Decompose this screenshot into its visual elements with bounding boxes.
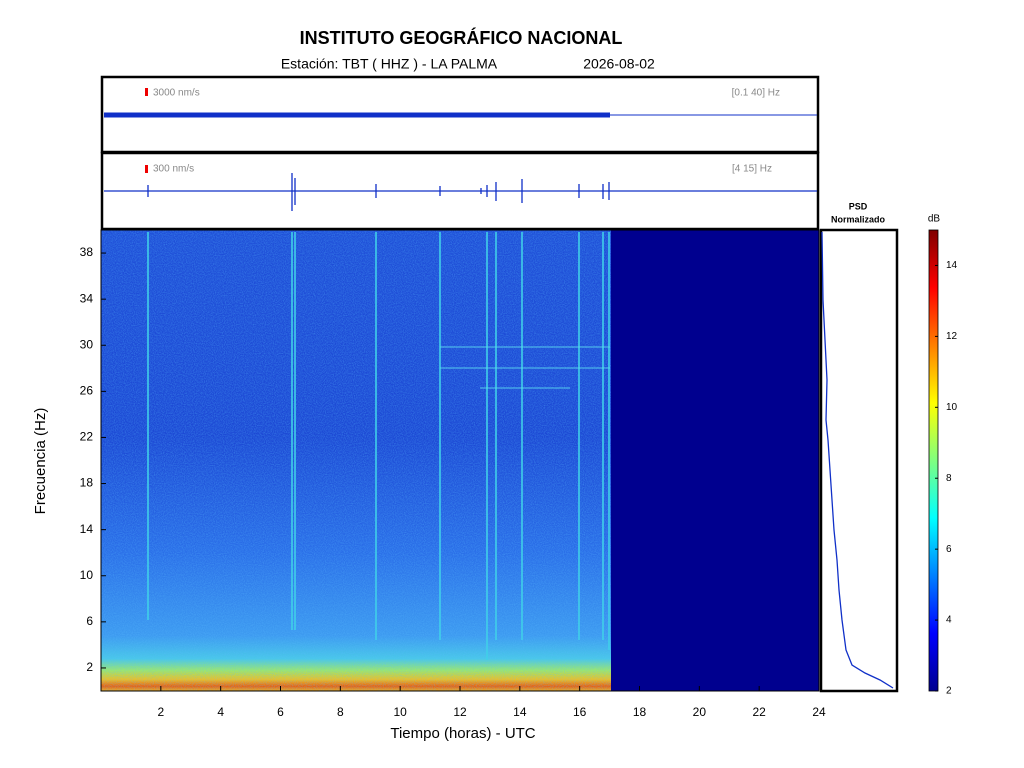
event-line	[147, 232, 610, 660]
x-tick-label: 14	[513, 705, 527, 719]
y-tick-label: 14	[80, 522, 94, 536]
y-tick-label: 18	[80, 476, 94, 490]
trace-band: [0.1 40] Hz	[732, 88, 780, 99]
x-tick-label: 10	[393, 705, 407, 719]
x-tick-label: 8	[337, 705, 344, 719]
date: 2026-08-02	[583, 56, 655, 72]
psd-title: PSD	[849, 201, 868, 211]
colorbar-tick-label: 12	[946, 331, 958, 342]
trace	[104, 112, 610, 118]
y-tick-label: 6	[86, 614, 93, 628]
x-tick-label: 6	[277, 705, 284, 719]
psd-curve	[821, 231, 894, 689]
x-tick-label: 24	[812, 705, 826, 719]
y-tick-label: 10	[80, 568, 94, 582]
x-tick-label: 20	[693, 705, 707, 719]
x-axis-label: Tiempo (horas) - UTC	[390, 725, 535, 742]
y-tick-label: 34	[80, 291, 94, 305]
colorbar	[928, 229, 939, 692]
scale-bar	[145, 88, 148, 96]
colorbar-tick-label: 2	[946, 686, 952, 697]
station: Estación: TBT ( HHZ ) - LA PALMA	[281, 56, 498, 72]
colorbar-tick-label: 10	[946, 402, 958, 413]
colorbar-tick-label: 8	[946, 473, 952, 484]
trace-scale: 3000 nm/s	[153, 88, 200, 99]
spectrogram-noise	[101, 230, 611, 691]
title: INSTITUTO GEOGRÁFICO NACIONAL	[300, 27, 623, 48]
no-data	[611, 230, 819, 691]
trace-scale: 300 nm/s	[153, 164, 194, 175]
trace-band: [4 15] Hz	[732, 164, 772, 175]
y-tick-label: 2	[86, 660, 93, 674]
tremor-band	[440, 346, 610, 389]
x-tick-label: 2	[157, 705, 164, 719]
y-tick-label: 26	[80, 384, 94, 398]
colorbar-tick-label: 6	[946, 544, 952, 555]
x-tick-label: 4	[217, 705, 224, 719]
psd-panel	[819, 228, 899, 693]
x-tick-label: 18	[633, 705, 647, 719]
colorbar-label: dB	[928, 214, 941, 225]
x-tick-label: 16	[573, 705, 587, 719]
y-tick-label: 22	[80, 430, 94, 444]
y-tick-label: 38	[80, 245, 94, 259]
y-tick-label: 30	[80, 337, 94, 351]
scale-bar	[145, 165, 148, 173]
psd-title: Normalizado	[831, 214, 886, 224]
x-tick-label: 22	[752, 705, 766, 719]
y-axis-label: Frecuencia (Hz)	[32, 408, 49, 515]
trace	[104, 173, 817, 211]
colorbar-tick-label: 4	[946, 615, 952, 626]
colorbar-tick-label: 14	[946, 260, 958, 271]
x-tick-label: 12	[453, 705, 467, 719]
